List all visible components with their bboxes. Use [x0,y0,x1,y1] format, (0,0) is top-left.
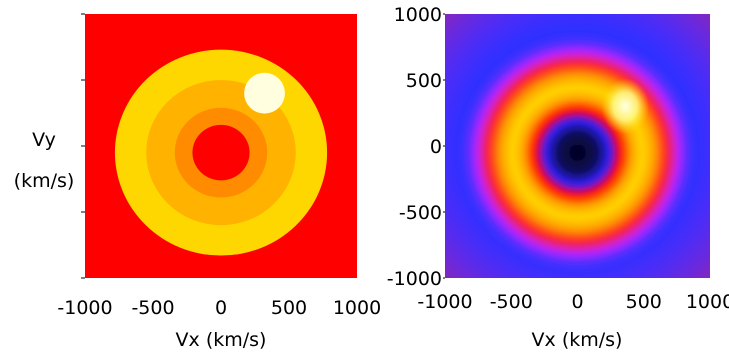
data-y-tick-label: -1000 [387,268,442,290]
model-ring-3 [192,124,250,181]
model-y-axis-label-line2: (km/s) [14,170,75,192]
data-x-tick-label: 1000 [686,291,729,313]
data-y-tick-label: 1000 [394,4,442,26]
data-hotspot [601,78,650,135]
model-y-ticks [81,13,85,279]
model-rings [114,49,328,256]
data-x-tick-labels: -1000 -500 0 500 1000 [417,291,729,313]
data-x-tick-label: -1000 [417,291,472,313]
data-y-tick-label: -500 [399,202,442,224]
model-y-axis-label-line1: Vy [32,129,56,151]
data-ring [457,32,698,273]
data-panel: 1000 500 0 -500 -1000 -1000 -500 0 500 1000 Vx (… [387,4,729,351]
data-y-tick-label: 500 [406,70,442,92]
model-x-tick-labels: -1000 -500 0 500 1000 [57,297,381,319]
model-x-tick-label: -1000 [57,297,112,319]
model-x-tick-label: -500 [131,297,174,319]
data-y-tick-label: 0 [430,136,442,158]
data-image [445,14,710,278]
model-x-tick-label: 500 [271,297,307,319]
model-x-tick-label: 0 [215,297,227,319]
data-x-axis-label: Vx (km/s) [532,329,623,351]
data-x-tick-label: 0 [571,291,583,313]
model-x-tick-label: 1000 [333,297,381,319]
model-x-axis-label: Vx (km/s) [176,329,267,351]
data-x-tick-label: 500 [626,291,662,313]
data-y-tick-labels: 1000 500 0 -500 -1000 [387,4,445,290]
model-hotspot [244,72,285,114]
data-x-tick-label: -500 [490,291,533,313]
model-panel: -1000 -500 0 500 1000 Vx (km/s) Vy (km/s) [14,13,381,351]
